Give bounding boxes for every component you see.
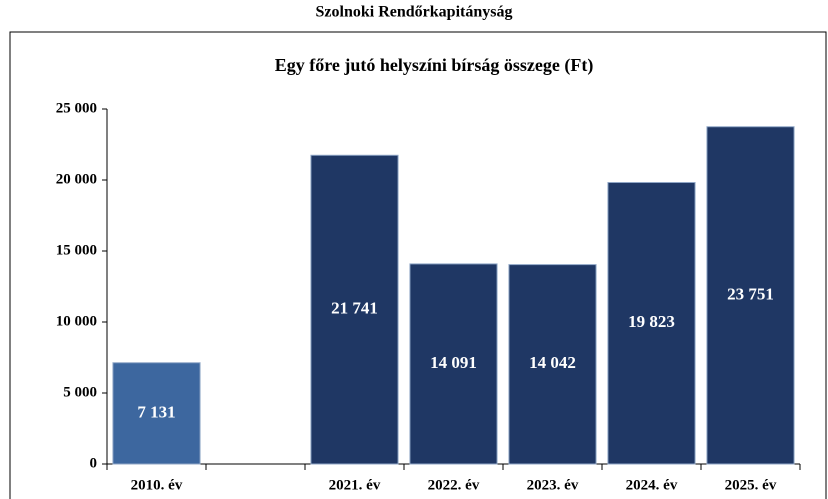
- bar: [508, 264, 597, 465]
- data-label: 14 091: [430, 353, 477, 372]
- x-tick-label: 2025. év: [725, 477, 777, 493]
- data-label: 19 823: [628, 312, 675, 331]
- x-tick-label: 2010. év: [131, 477, 183, 493]
- x-tick-label: 2022. év: [428, 477, 480, 493]
- x-tick-label: 2021. év: [329, 477, 381, 493]
- chart-subtitle: Egy főre jutó helyszíni bírság összege (…: [275, 55, 594, 76]
- chart-title: Szolnoki Rendőrkapitányság: [316, 4, 513, 21]
- data-label: 14 042: [529, 353, 576, 372]
- x-tick-label: 2024. év: [626, 477, 678, 493]
- y-tick-label: 25 000: [56, 100, 97, 116]
- data-label: 21 741: [331, 299, 378, 318]
- bar: [409, 263, 498, 465]
- y-tick-label: 15 000: [56, 242, 97, 258]
- y-tick-label: 5 000: [63, 384, 97, 400]
- x-tick-label: 2023. év: [527, 477, 579, 493]
- bar: [706, 126, 795, 465]
- y-tick-label: 0: [90, 455, 98, 471]
- y-tick-label: 10 000: [56, 313, 97, 329]
- bar: [607, 182, 696, 465]
- bar: [112, 362, 201, 465]
- bar: [310, 154, 399, 465]
- data-label: 7 131: [137, 402, 175, 421]
- y-tick-label: 20 000: [56, 171, 97, 187]
- data-label: 23 751: [727, 284, 774, 303]
